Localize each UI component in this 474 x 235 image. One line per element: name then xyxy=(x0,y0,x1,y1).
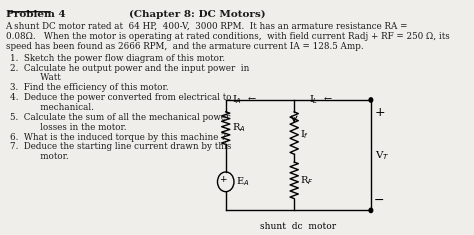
Text: A shunt DC motor rated at  64 HP,  400-V,  3000 RPM.  It has an armature resista: A shunt DC motor rated at 64 HP, 400-V, … xyxy=(6,22,408,31)
Text: (Chapter 8: DC Motors): (Chapter 8: DC Motors) xyxy=(128,10,265,19)
Text: V$_T$: V$_T$ xyxy=(375,149,390,162)
Text: 5.  Calculate the sum of all the mechanical power: 5. Calculate the sum of all the mechanic… xyxy=(9,113,230,122)
Text: 0.08Ω.   When the motor is operating at rated conditions,  with field current Ra: 0.08Ω. When the motor is operating at ra… xyxy=(6,32,449,41)
Circle shape xyxy=(369,98,373,102)
Text: speed has been found as 2666 RPM,  and the armature current IA = 128.5 Amp.: speed has been found as 2666 RPM, and th… xyxy=(6,42,363,51)
Text: +: + xyxy=(374,106,385,119)
Text: R$_A$: R$_A$ xyxy=(231,122,245,134)
Text: Watt: Watt xyxy=(9,73,60,82)
Text: +: + xyxy=(219,175,227,184)
Text: R$_F$: R$_F$ xyxy=(300,174,313,187)
Text: mechanical.: mechanical. xyxy=(9,103,93,112)
Text: 3.  Find the efficiency of this motor.: 3. Find the efficiency of this motor. xyxy=(9,83,168,92)
Text: 6.  What is the induced torque by this machine ?: 6. What is the induced torque by this ma… xyxy=(9,133,226,141)
Text: 2.  Calculate he output power and the input power  in: 2. Calculate he output power and the inp… xyxy=(9,63,249,73)
Text: shunt  dc  motor: shunt dc motor xyxy=(260,222,337,231)
Text: −: − xyxy=(374,193,385,207)
Text: I$_A$  ←: I$_A$ ← xyxy=(232,93,257,106)
Text: motor.: motor. xyxy=(9,152,68,161)
Text: losses in the motor.: losses in the motor. xyxy=(9,123,126,132)
Circle shape xyxy=(369,208,373,213)
Text: 7.  Deduce the starting line current drawn by this: 7. Deduce the starting line current draw… xyxy=(9,142,231,151)
Text: I$_f$: I$_f$ xyxy=(300,129,309,141)
Text: 4.  Deduce the power converted from electrical to: 4. Deduce the power converted from elect… xyxy=(9,93,231,102)
Text: 1.  Sketch the power flow diagram of this motor.: 1. Sketch the power flow diagram of this… xyxy=(9,54,225,63)
Text: I$_L$  ←: I$_L$ ← xyxy=(309,93,333,106)
Text: E$_A$: E$_A$ xyxy=(237,175,250,188)
Text: Problem 4: Problem 4 xyxy=(6,10,65,19)
